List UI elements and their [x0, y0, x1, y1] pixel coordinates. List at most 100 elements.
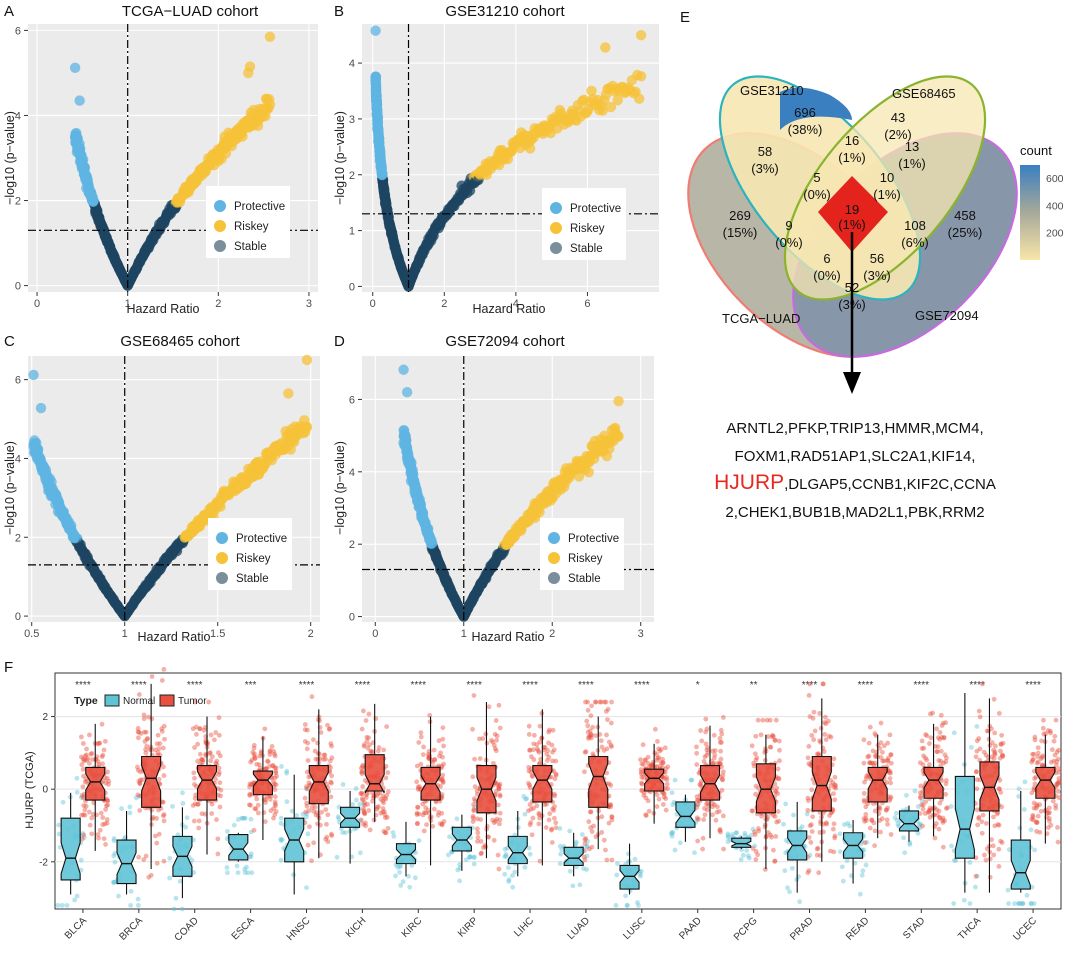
- jitter-point: [81, 758, 87, 764]
- jitter-point: [806, 743, 812, 749]
- jitter-point: [101, 747, 107, 753]
- jitter-point: [1033, 805, 1039, 811]
- jitter-point: [861, 797, 867, 803]
- jitter-point: [598, 699, 604, 705]
- jitter-point: [928, 807, 934, 813]
- jitter-point: [871, 763, 877, 768]
- jitter-point: [671, 799, 677, 805]
- jitter-point: [756, 828, 762, 834]
- jitter-point: [582, 837, 588, 842]
- jitter-point: [998, 790, 1004, 795]
- jitter-point: [251, 745, 257, 751]
- jitter-point: [941, 735, 947, 741]
- jitter-point: [934, 749, 940, 754]
- jitter-point: [669, 830, 675, 836]
- jitter-point: [1032, 776, 1037, 781]
- jitter-point: [700, 846, 706, 852]
- jitter-point: [920, 823, 925, 829]
- jitter-point: [490, 817, 496, 823]
- jitter-point: [264, 766, 269, 772]
- legend-swatch-riskey: [548, 552, 560, 564]
- jitter-point: [720, 773, 726, 778]
- jitter-point: [239, 815, 245, 821]
- jitter-point: [553, 825, 559, 831]
- jitter-point: [526, 780, 531, 786]
- jitter-point: [384, 724, 390, 729]
- jitter-point: [606, 739, 612, 745]
- jitter-point: [423, 810, 429, 816]
- y-tick-label: 6: [349, 394, 355, 406]
- jitter-point: [1035, 750, 1041, 756]
- jitter-point: [416, 740, 422, 745]
- jitter-point: [587, 846, 592, 852]
- jitter-point: [374, 804, 380, 810]
- legend-swatch-protective: [216, 532, 228, 544]
- jitter-point: [307, 824, 312, 830]
- jitter-point: [304, 803, 310, 809]
- significance-label: ****: [913, 680, 929, 691]
- jitter-point: [104, 820, 110, 826]
- jitter-point: [96, 835, 101, 841]
- region-pct: (38%): [788, 122, 823, 137]
- jitter-point: [669, 833, 675, 839]
- panel-letter: C: [4, 333, 15, 350]
- legend-swatch-stable: [216, 572, 228, 584]
- jitter-point: [240, 815, 246, 821]
- jitter-point: [385, 789, 391, 795]
- jitter-point: [601, 748, 607, 753]
- jitter-point: [822, 720, 828, 725]
- jitter-point: [354, 797, 359, 803]
- significance-label: **: [750, 680, 758, 691]
- jitter-point: [1038, 756, 1044, 762]
- jitter-point: [537, 815, 543, 821]
- jitter-point: [111, 838, 117, 844]
- jitter-point: [639, 787, 645, 793]
- jitter-point: [656, 755, 662, 760]
- jitter-point: [247, 781, 253, 787]
- gene-list-line-4: 2,CHEK1,BUB1B,MAD2L1,PBK,RRM2: [725, 504, 984, 521]
- jitter-point: [99, 721, 105, 727]
- jitter-point: [999, 732, 1005, 738]
- jitter-point: [765, 814, 771, 820]
- jitter-point: [161, 812, 167, 817]
- jitter-point: [359, 768, 365, 774]
- jitter-point: [1018, 901, 1024, 906]
- jitter-point: [327, 726, 333, 732]
- jitter-point: [247, 784, 252, 790]
- jitter-point: [603, 699, 609, 705]
- jitter-point: [863, 815, 869, 821]
- jitter-point: [112, 879, 117, 885]
- legend-swatch-riskey: [216, 552, 228, 564]
- jitter-point: [752, 751, 758, 757]
- jitter-point: [534, 803, 540, 809]
- jitter-point: [586, 734, 592, 740]
- jitter-point: [888, 794, 894, 800]
- x-tick-label: 1: [125, 298, 131, 310]
- jitter-point: [492, 731, 498, 737]
- jitter-point: [979, 830, 985, 836]
- jitter-point: [206, 699, 212, 705]
- jitter-point: [141, 857, 147, 862]
- jitter-point: [254, 796, 260, 802]
- jitter-point: [502, 871, 508, 877]
- jitter-point: [273, 769, 279, 774]
- jitter-point: [783, 850, 789, 856]
- jitter-point: [359, 726, 365, 732]
- significance-label: ****: [131, 680, 147, 691]
- jitter-point: [161, 858, 167, 864]
- jitter-point: [981, 749, 987, 755]
- jitter-point: [720, 813, 726, 819]
- jitter-point: [253, 806, 259, 812]
- jitter-point: [289, 808, 295, 814]
- jitter-point: [191, 770, 197, 776]
- jitter-point: [79, 812, 84, 818]
- jitter-point: [406, 873, 411, 879]
- jitter-point: [717, 827, 723, 832]
- jitter-point: [133, 795, 139, 801]
- jitter-point: [772, 737, 778, 743]
- jitter-point: [758, 732, 764, 738]
- jitter-point: [721, 846, 726, 852]
- jitter-point: [278, 836, 284, 842]
- jitter-point: [772, 859, 777, 864]
